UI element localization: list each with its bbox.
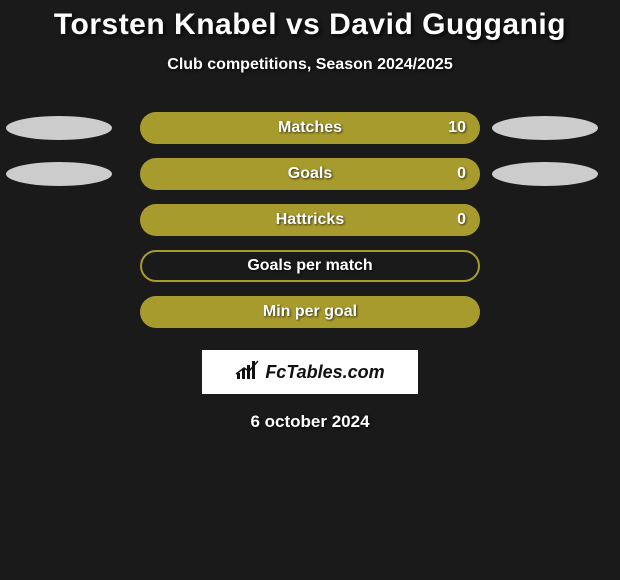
stat-bar: Goals per match [140, 250, 480, 282]
stat-row: Min per goal [0, 296, 620, 328]
barchart-icon [235, 359, 261, 386]
page-title: Torsten Knabel vs David Gugganig [0, 8, 620, 42]
stat-value: 0 [457, 165, 466, 183]
stat-row: Matches 10 [0, 112, 620, 144]
logo-box: FcTables.com [202, 350, 418, 394]
stat-label: Hattricks [276, 211, 344, 229]
stat-row: Hattricks 0 [0, 204, 620, 236]
stat-label: Min per goal [263, 303, 357, 321]
player-ellipse-right [492, 116, 598, 140]
player-ellipse-left [6, 162, 112, 186]
stat-row: Goals per match [0, 250, 620, 282]
subtitle: Club competitions, Season 2024/2025 [0, 56, 620, 74]
stat-row: Goals 0 [0, 158, 620, 190]
stat-bar: Matches 10 [140, 112, 480, 144]
comparison-card: Torsten Knabel vs David Gugganig Club co… [0, 0, 620, 432]
logo-text: FcTables.com [265, 362, 384, 383]
stat-label: Goals per match [247, 257, 372, 275]
player-ellipse-right [492, 162, 598, 186]
date-label: 6 october 2024 [0, 412, 620, 432]
stat-value: 0 [457, 211, 466, 229]
stat-label: Goals [288, 165, 332, 183]
stat-value: 10 [448, 119, 466, 137]
stat-bar: Min per goal [140, 296, 480, 328]
stat-rows: Matches 10 Goals 0 Hattricks 0 Goals per match… [0, 112, 620, 328]
player-ellipse-left [6, 116, 112, 140]
stat-bar: Hattricks 0 [140, 204, 480, 236]
stat-bar: Goals 0 [140, 158, 480, 190]
stat-label: Matches [278, 119, 342, 137]
